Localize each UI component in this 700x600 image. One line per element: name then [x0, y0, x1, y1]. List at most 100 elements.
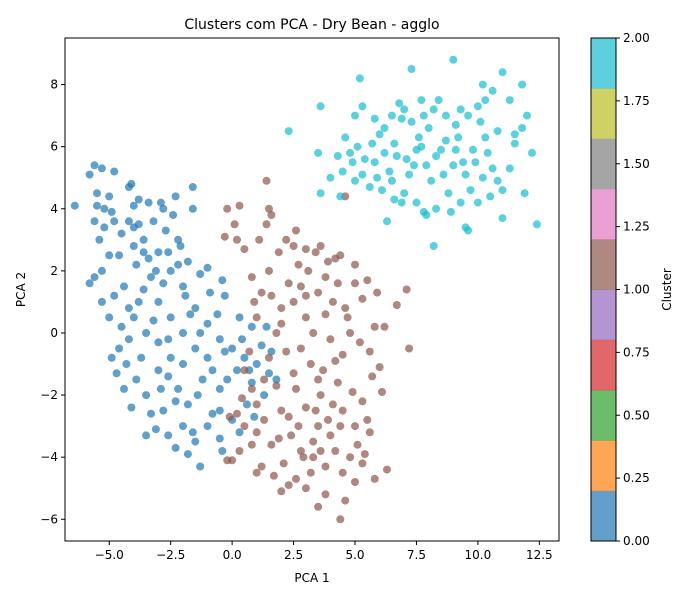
scatter-point-cluster-1	[314, 288, 323, 297]
scatter-point-cluster-1	[328, 400, 337, 409]
scatter-point-cluster-2	[451, 120, 460, 129]
scatter-point-cluster-2	[402, 155, 411, 164]
scatter-point-cluster-0	[105, 192, 114, 201]
scatter-point-cluster-0	[166, 353, 175, 362]
scatter-point-cluster-1	[235, 447, 244, 455]
scatter-point-cluster-1	[262, 176, 271, 185]
scatter-point-cluster-0	[127, 179, 136, 188]
scatter-point-cluster-2	[358, 170, 367, 179]
scatter-point-cluster-1	[296, 344, 305, 353]
scatter-point-cluster-2	[476, 117, 485, 126]
scatter-point-cluster-1	[247, 440, 256, 449]
scatter-point-cluster-1	[365, 428, 374, 437]
colorbar-ticks: 0.00 0.25 0.50 0.75 1.00 1.25 1.50 1.75 2.00	[616, 31, 650, 548]
y-tick-label: 4	[50, 202, 58, 216]
scatter-point-cluster-0	[149, 217, 158, 226]
scatter-point-cluster-1	[240, 366, 249, 375]
scatter-point-cluster-1	[296, 447, 305, 455]
scatter-point-cluster-2	[510, 130, 519, 139]
scatter-point-cluster-0	[206, 288, 214, 297]
scatter-point-cluster-2	[429, 105, 438, 114]
colorbar-tick-label: 0.25	[623, 471, 650, 485]
scatter-point-cluster-1	[343, 313, 352, 322]
scatter-point-cluster-1	[351, 260, 359, 269]
scatter-point-cluster-1	[301, 484, 310, 493]
scatter-point-cluster-2	[454, 133, 463, 142]
scatter-point-cluster-1	[235, 201, 244, 210]
scatter-point-cluster-0	[107, 353, 116, 362]
scatter-point-cluster-1	[267, 291, 276, 300]
scatter-point-cluster-2	[520, 189, 529, 198]
scatter-point-cluster-2	[488, 164, 497, 173]
scatter-point-cluster-2	[451, 145, 460, 154]
scatter-point-cluster-1	[380, 322, 389, 331]
scatter-point-cluster-0	[215, 384, 224, 393]
scatter-point-cluster-2	[419, 111, 428, 120]
scatter-point-cluster-0	[156, 384, 165, 393]
scatter-point-cluster-1	[272, 329, 281, 337]
scatter-point-cluster-2	[351, 111, 359, 120]
scatter-point-cluster-0	[250, 412, 259, 421]
scatter-point-cluster-2	[316, 102, 325, 111]
scatter-point-cluster-1	[311, 406, 320, 415]
scatter-point-cluster-2	[326, 173, 335, 182]
scatter-point-cluster-2	[387, 111, 396, 120]
scatter-point-cluster-0	[105, 313, 114, 322]
scatter-point-cluster-1	[233, 235, 241, 244]
scatter-point-cluster-1	[309, 437, 318, 446]
scatter-point-cluster-2	[432, 204, 441, 213]
scatter-point-cluster-0	[213, 310, 222, 319]
scatter-point-cluster-0	[166, 266, 175, 275]
scatter-point-cluster-1	[289, 297, 298, 306]
scatter-point-cluster-1	[333, 378, 342, 387]
scatter-point-cluster-0	[144, 254, 153, 263]
scatter-point-cluster-1	[284, 481, 293, 490]
scatter-point-cluster-0	[139, 248, 148, 257]
scatter-point-cluster-0	[85, 170, 94, 179]
scatter-point-cluster-2	[510, 139, 519, 148]
scatter-point-cluster-0	[257, 341, 266, 350]
scatter-point-cluster-0	[208, 366, 217, 375]
scatter-point-cluster-2	[419, 207, 428, 216]
colorbar-segment	[591, 188, 616, 240]
scatter-point-cluster-0	[124, 304, 133, 313]
scatter-point-cluster-2	[385, 167, 394, 176]
scatter-point-cluster-0	[191, 344, 200, 353]
scatter-point-cluster-1	[341, 304, 350, 313]
scatter-point-cluster-1	[274, 434, 283, 443]
scatter-point-cluster-1	[260, 375, 269, 384]
scatter-point-cluster-1	[277, 487, 286, 496]
scatter-point-cluster-2	[316, 189, 325, 198]
scatter-point-cluster-0	[105, 251, 114, 260]
scatter-point-cluster-0	[179, 282, 187, 291]
scatter-point-cluster-0	[262, 322, 271, 331]
scatter-point-cluster-2	[373, 173, 382, 182]
scatter-point-cluster-2	[360, 155, 369, 164]
scatter-point-cluster-1	[292, 474, 300, 483]
scatter-point-cluster-1	[294, 260, 303, 269]
scatter-point-cluster-1	[240, 245, 249, 254]
scatter-point-cluster-0	[142, 391, 151, 400]
scatter-point-cluster-0	[242, 400, 251, 409]
scatter-point-cluster-1	[296, 282, 305, 291]
scatter-point-cluster-1	[353, 440, 362, 449]
scatter-point-cluster-1	[265, 266, 273, 275]
scatter-point-cluster-1	[252, 428, 261, 437]
colorbar-segment	[591, 490, 616, 542]
scatter-point-cluster-0	[110, 217, 119, 226]
scatter-point-cluster-2	[518, 124, 527, 132]
scatter-point-cluster-1	[373, 288, 382, 297]
scatter-point-cluster-0	[235, 428, 244, 437]
scatter-point-cluster-0	[218, 447, 227, 455]
scatter-point-cluster-1	[346, 453, 355, 462]
scatter-point-cluster-2	[456, 198, 465, 207]
scatter-point-cluster-1	[292, 384, 300, 393]
scatter-point-cluster-0	[198, 375, 207, 384]
scatter-point-cluster-2	[422, 161, 431, 170]
scatter-point-cluster-0	[164, 248, 173, 257]
scatter-point-cluster-0	[129, 223, 138, 232]
scatter-point-cluster-0	[151, 425, 160, 434]
scatter-point-cluster-0	[132, 260, 141, 269]
y-tick-label: −4	[40, 450, 58, 464]
scatter-point-cluster-2	[417, 142, 426, 151]
